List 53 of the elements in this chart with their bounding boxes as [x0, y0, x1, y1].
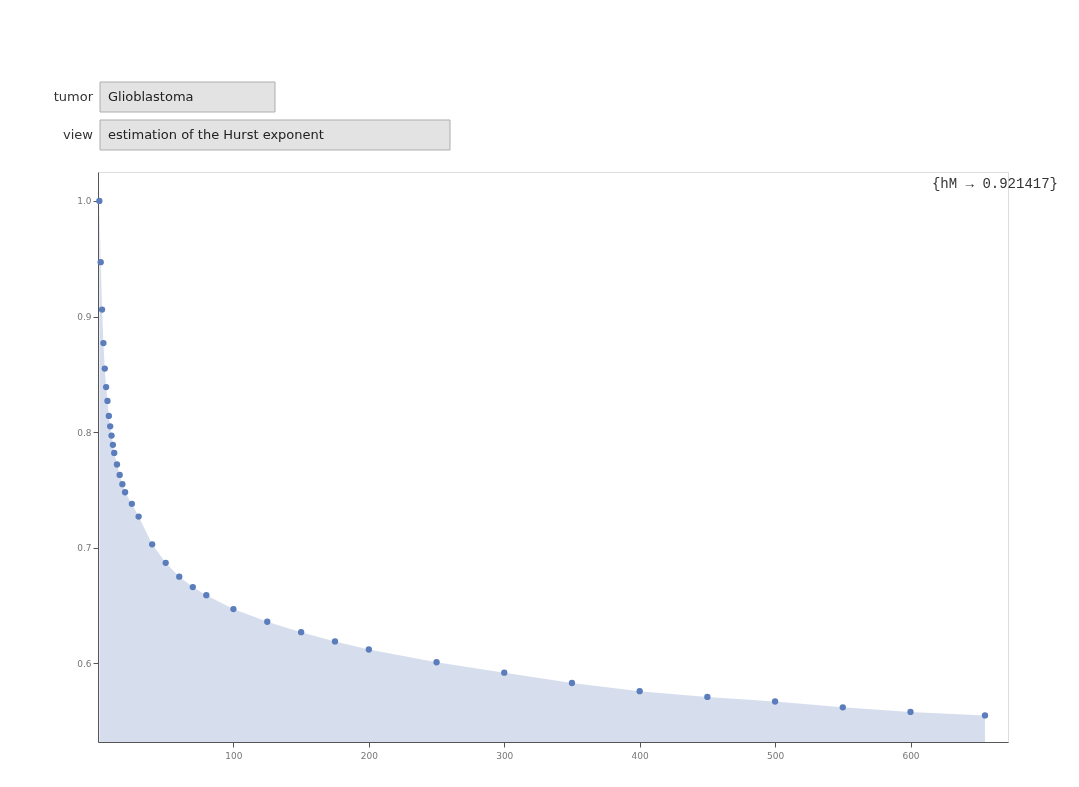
x-tick-label: 600	[902, 750, 920, 761]
point	[100, 339, 107, 347]
point	[119, 481, 126, 488]
point	[839, 704, 846, 711]
x-tick-label: 400	[631, 750, 650, 761]
point	[121, 489, 129, 496]
y-tick-label: 0.6	[77, 658, 92, 669]
point	[189, 583, 196, 591]
point	[771, 698, 779, 705]
point	[297, 629, 305, 636]
y-tick-label: 0.8	[77, 427, 92, 438]
point	[105, 412, 112, 420]
point	[501, 669, 508, 676]
point	[102, 383, 110, 391]
point	[331, 638, 339, 645]
point	[636, 687, 643, 695]
point	[97, 259, 104, 266]
point	[135, 513, 142, 520]
point	[108, 432, 115, 439]
point	[176, 573, 183, 580]
point	[230, 605, 237, 613]
point	[98, 306, 106, 313]
point	[704, 693, 711, 701]
point	[116, 471, 123, 479]
point	[111, 449, 118, 457]
point	[162, 559, 169, 566]
point	[433, 659, 440, 666]
point	[365, 646, 372, 653]
text: estimation of the Hurst exponent	[108, 127, 324, 142]
point	[109, 441, 117, 449]
text: view	[63, 127, 94, 142]
point	[101, 365, 108, 372]
point	[981, 712, 989, 719]
point	[568, 679, 576, 687]
point	[107, 423, 114, 430]
text: Glioblastoma	[108, 89, 194, 104]
x-tick-label: 300	[496, 750, 514, 761]
point	[113, 461, 121, 468]
y-tick-label: 1.0	[77, 196, 92, 207]
annotation: {hM → 0.921417}	[931, 176, 1058, 192]
x-tick-label: 500	[766, 750, 785, 761]
point	[96, 197, 103, 205]
y-tick-label: 0.7	[77, 543, 92, 554]
text: tumor	[53, 89, 94, 104]
x-tick-label: 100	[225, 750, 243, 761]
point	[104, 397, 111, 405]
x-tick-label: 200	[360, 750, 379, 761]
point	[128, 500, 136, 507]
point	[264, 618, 271, 625]
point	[907, 708, 914, 716]
y-tick-label: 0.9	[77, 312, 92, 323]
point	[203, 592, 210, 599]
point	[149, 541, 156, 548]
